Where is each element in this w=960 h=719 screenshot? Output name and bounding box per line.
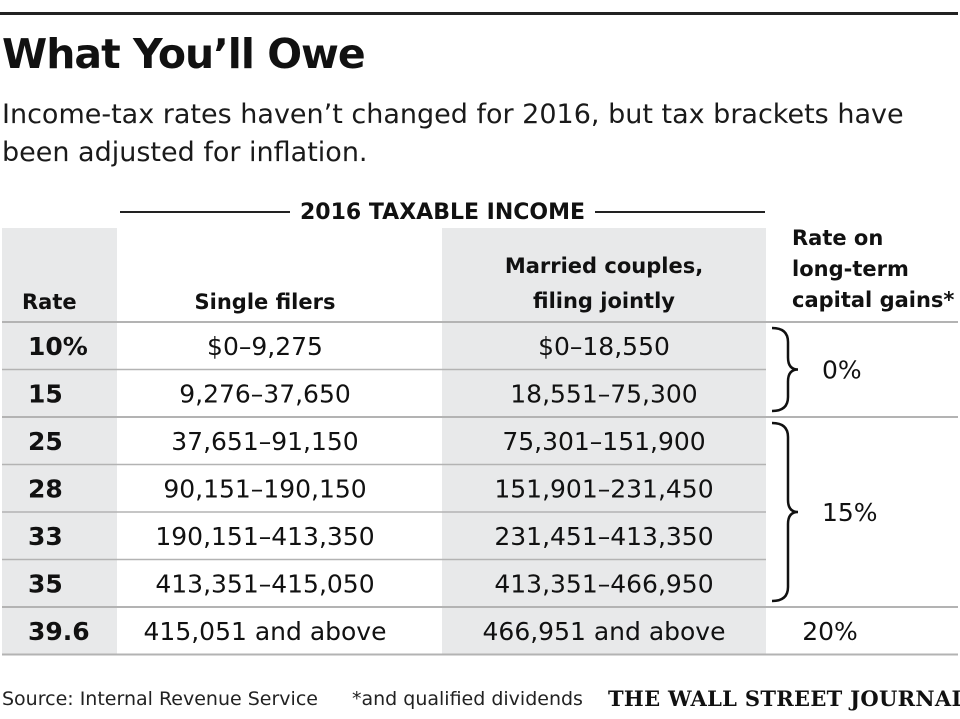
- cell-rate: 35: [28, 569, 63, 598]
- group-header-rule-left: [120, 211, 290, 213]
- married-column-shade: [442, 228, 766, 655]
- column-header-married: Married couples,: [505, 254, 703, 278]
- cell-married: $0–18,550: [538, 332, 670, 361]
- column-header-capital-gains: capital gains*: [792, 288, 954, 312]
- capital-gains-rate: 20%: [802, 617, 858, 646]
- column-header-single: Single filers: [195, 290, 336, 314]
- cell-married: 75,301–151,900: [502, 427, 705, 456]
- top-rule: [0, 12, 958, 15]
- cell-single: 37,651–91,150: [171, 427, 358, 456]
- cell-single: 190,151–413,350: [155, 522, 374, 551]
- capital-gains-brace: [771, 421, 799, 603]
- cell-single: 413,351–415,050: [155, 569, 374, 598]
- cell-rate: 28: [28, 474, 63, 503]
- column-header-rate: Rate: [22, 290, 77, 314]
- cell-married: 413,351–466,950: [494, 569, 713, 598]
- cell-rate: 15: [28, 379, 63, 408]
- cell-rate: 33: [28, 522, 63, 551]
- cell-single: 90,151–190,150: [163, 474, 366, 503]
- column-header-married: filing jointly: [533, 289, 675, 313]
- rate-column-shade: [2, 228, 117, 655]
- cell-single: 9,276–37,650: [179, 379, 351, 408]
- group-header-label: 2016 TAXABLE INCOME: [299, 199, 586, 225]
- cell-married: 18,551–75,300: [510, 379, 697, 408]
- cell-rate: 10%: [28, 332, 88, 361]
- capital-gains-rate: 0%: [822, 356, 862, 385]
- chart-title: What You’ll Owe: [2, 30, 366, 78]
- publisher-logo: THE WALL STREET JOURNAL.: [608, 686, 960, 711]
- capital-gains-rate: 15%: [822, 498, 878, 527]
- cell-married: 151,901–231,450: [494, 474, 713, 503]
- footnote: *and qualified dividends: [352, 688, 583, 710]
- cell-married: 231,451–413,350: [494, 522, 713, 551]
- column-header-capital-gains: long-term: [792, 257, 909, 281]
- column-header-capital-gains: Rate on: [792, 226, 883, 250]
- cell-rate: 25: [28, 427, 63, 456]
- cell-single: 415,051 and above: [144, 617, 387, 646]
- chart-subtitle: Income-tax rates haven’t changed for 201…: [2, 99, 904, 168]
- cell-rate: 39.6: [28, 617, 90, 646]
- group-header: 2016 TAXABLE INCOME: [120, 195, 766, 229]
- group-header-rule-right: [595, 211, 766, 213]
- capital-gains-brace: [771, 326, 799, 413]
- cell-married: 466,951 and above: [483, 617, 726, 646]
- source-note: Source: Internal Revenue Service: [2, 688, 318, 710]
- cell-single: $0–9,275: [207, 332, 323, 361]
